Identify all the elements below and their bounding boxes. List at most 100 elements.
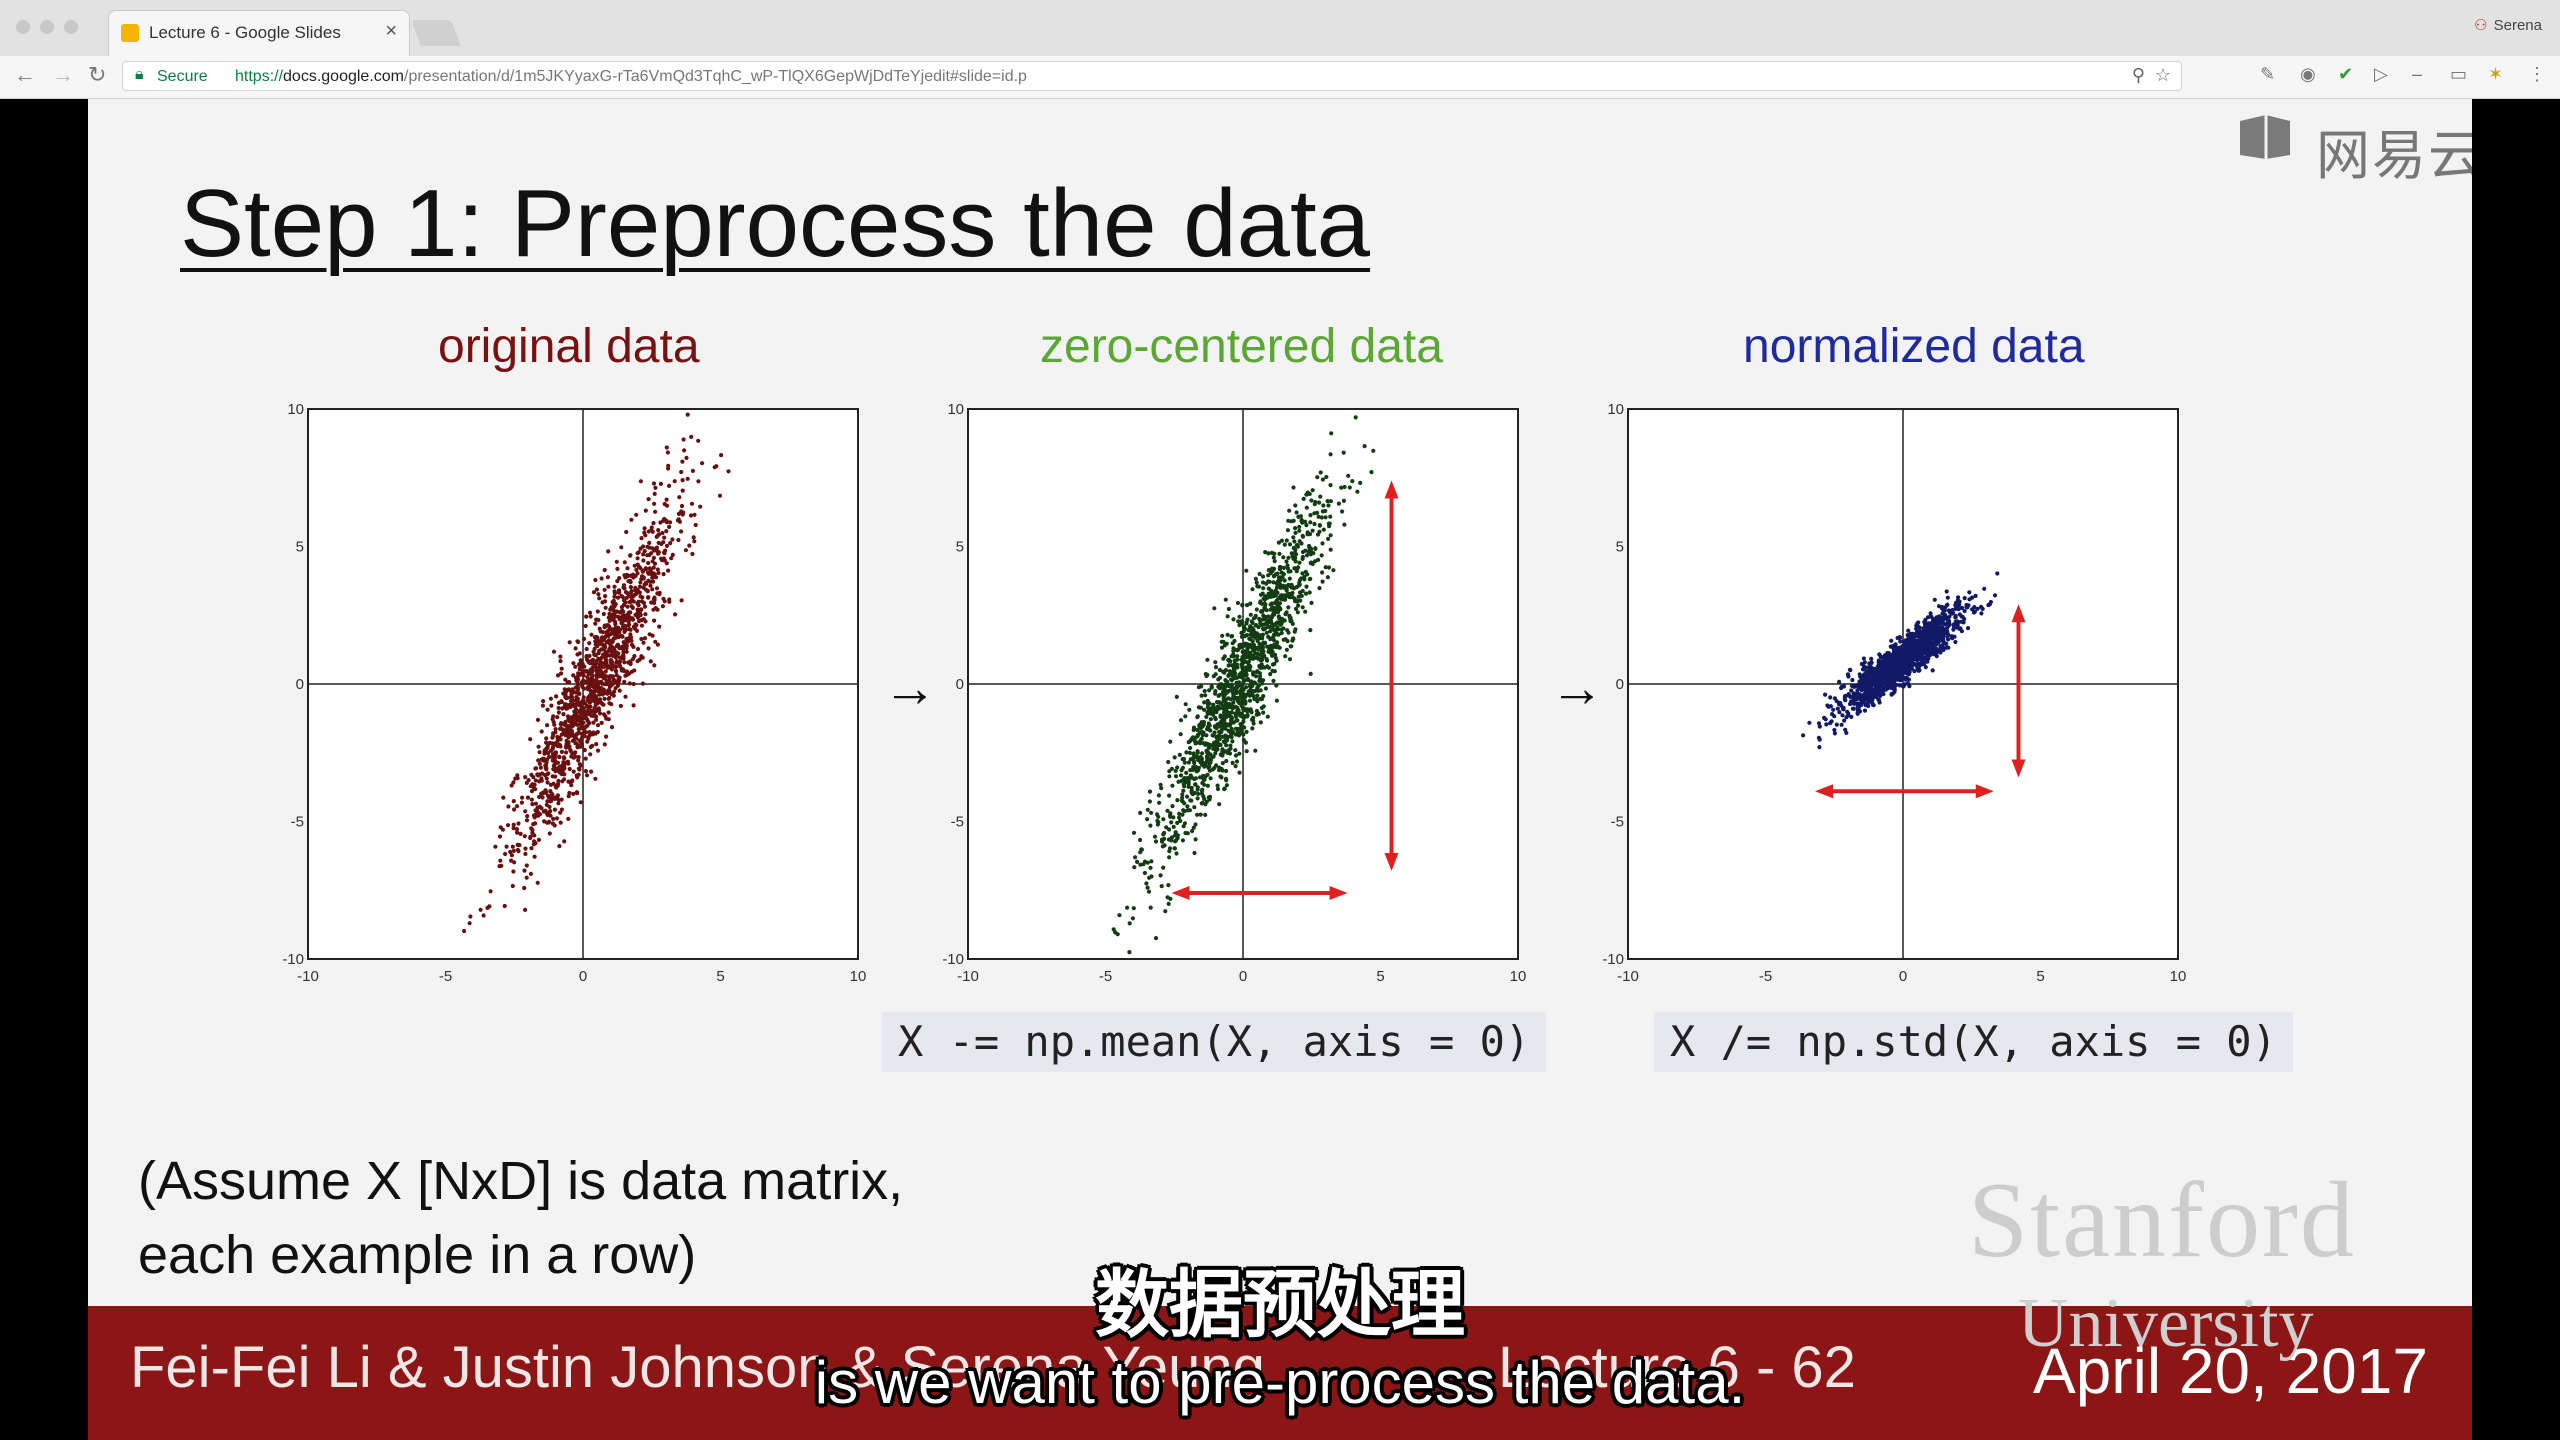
cast-extension-icon[interactable]: ▷: [2374, 64, 2388, 84]
data-point: [1867, 664, 1872, 670]
data-point: [587, 721, 592, 726]
address-bar[interactable]: 🔒︎ Secure https://docs.google.com/presen…: [122, 61, 2182, 91]
data-point: [1298, 598, 1303, 603]
data-point: [544, 746, 549, 751]
data-point: [631, 594, 636, 599]
data-point: [670, 552, 675, 557]
data-point: [1286, 569, 1291, 574]
data-point: [651, 521, 656, 526]
data-point: [1200, 780, 1205, 786]
data-point: [1240, 713, 1245, 718]
data-point: [621, 654, 626, 659]
data-point: [498, 825, 503, 830]
data-point: [567, 640, 572, 645]
data-point: [1213, 691, 1218, 696]
data-point: [553, 769, 558, 774]
new-tab-button[interactable]: [411, 20, 461, 46]
data-point: [1232, 658, 1237, 663]
data-point: [1200, 751, 1205, 756]
data-point: [693, 522, 698, 528]
data-point: [1289, 551, 1294, 556]
data-point: [662, 535, 667, 540]
data-point: [1329, 431, 1334, 436]
reload-icon[interactable]: ↻: [88, 62, 107, 87]
data-point: [653, 639, 658, 644]
data-point: [1850, 706, 1855, 711]
data-point: [548, 799, 553, 804]
data-point: [1166, 883, 1171, 888]
data-point: [550, 792, 555, 797]
data-point: [1883, 657, 1888, 662]
y-tick-label: 10: [1607, 401, 1624, 418]
data-point: [1169, 820, 1174, 825]
data-point: [1181, 782, 1186, 787]
subtitle-english: is we want to pre-process the data.: [814, 1349, 1746, 1416]
data-point: [1294, 543, 1299, 548]
data-point: [1222, 740, 1227, 745]
data-point: [539, 791, 544, 796]
data-point: [588, 668, 593, 673]
back-arrow-icon[interactable]: ←: [14, 62, 36, 87]
data-point: [1285, 563, 1290, 568]
data-point: [515, 830, 520, 835]
browser-tab[interactable]: Lecture 6 - Google Slides ×: [108, 10, 410, 56]
data-point: [646, 497, 651, 502]
data-point: [555, 760, 560, 765]
data-point: [589, 632, 594, 637]
data-point: [1261, 710, 1266, 715]
data-point: [683, 548, 688, 553]
data-point: [652, 548, 657, 553]
data-point: [1303, 548, 1308, 553]
check-extension-icon[interactable]: ✔: [2338, 64, 2354, 84]
data-point: [1204, 673, 1209, 679]
menu-kebab-icon[interactable]: ⋮: [2528, 64, 2546, 84]
data-point: [561, 712, 566, 717]
data-point: [1285, 628, 1290, 633]
data-point: [545, 707, 550, 712]
data-point: [625, 591, 630, 596]
data-point: [1842, 694, 1847, 699]
data-point: [569, 779, 575, 784]
data-point: [622, 669, 627, 674]
eyedropper-extension-icon[interactable]: ✎: [2260, 64, 2276, 84]
data-point: [634, 567, 639, 572]
window-zoom-button[interactable]: [64, 20, 78, 34]
data-point: [562, 764, 567, 769]
data-point: [655, 567, 660, 572]
window-close-button[interactable]: [16, 20, 30, 34]
data-point: [1350, 479, 1355, 484]
data-point: [1932, 639, 1937, 644]
data-point: [1244, 655, 1249, 660]
data-point: [1918, 636, 1923, 641]
data-point: [545, 812, 550, 818]
arrowhead-right-icon: [1329, 886, 1348, 900]
window-minimize-button[interactable]: [40, 20, 54, 34]
y-tick-label: 0: [296, 676, 304, 693]
data-point: [1275, 640, 1280, 645]
bookmark-star-icon[interactable]: ☆: [2154, 65, 2171, 85]
data-point: [1185, 831, 1190, 836]
data-point: [622, 679, 627, 684]
data-point: [591, 692, 597, 697]
zoom-icon[interactable]: ⚲: [2131, 65, 2145, 85]
video-frame[interactable]: Step 1: Preprocess the data original dat…: [0, 99, 2560, 1440]
pin-extension-icon[interactable]: ✶: [2488, 64, 2504, 84]
data-point: [1255, 693, 1260, 698]
data-point: [1256, 688, 1261, 693]
tab-close-icon[interactable]: ×: [385, 20, 397, 42]
camera-extension-icon[interactable]: ◉: [2300, 64, 2316, 84]
data-point: [1303, 591, 1309, 596]
data-point: [594, 714, 599, 719]
profile-button[interactable]: ⚇ Serena: [2474, 16, 2542, 34]
data-point: [524, 863, 529, 868]
forward-arrow-icon[interactable]: →: [52, 62, 74, 87]
data-point: [1228, 697, 1233, 702]
data-point: [1858, 674, 1863, 679]
data-point: [1254, 712, 1259, 717]
profile-icon: ⚇: [2474, 17, 2488, 34]
data-point: [643, 612, 648, 617]
data-point: [1832, 714, 1837, 719]
data-point: [1263, 594, 1268, 599]
data-point: [553, 774, 558, 779]
window-extension-icon[interactable]: ▭: [2450, 64, 2468, 84]
